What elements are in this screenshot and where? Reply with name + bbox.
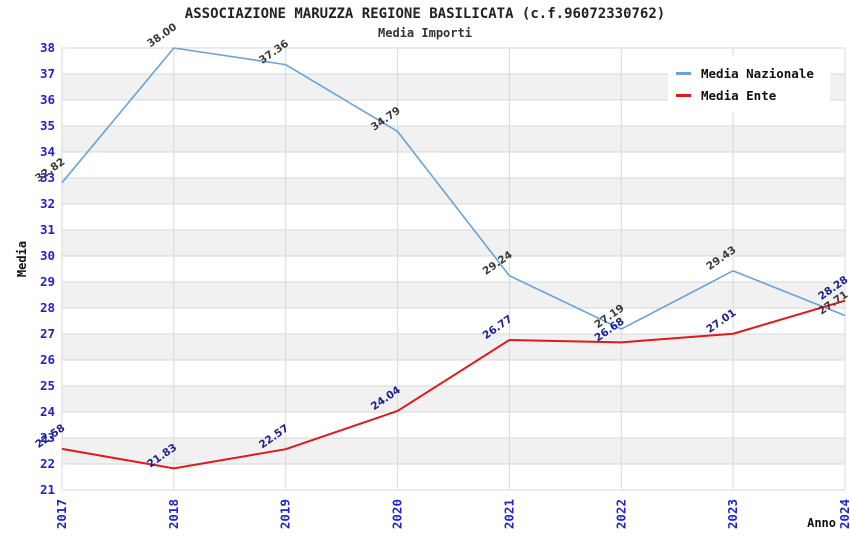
plot-band bbox=[62, 334, 845, 360]
x-tick-label: 2023 bbox=[725, 499, 740, 529]
y-tick-label: 36 bbox=[40, 92, 55, 107]
legend: Media Nazionale Media Ente bbox=[668, 56, 830, 112]
chart-title: ASSOCIAZIONE MARUZZA REGIONE BASILICATA … bbox=[184, 6, 666, 22]
point-value-label: 38.00 bbox=[145, 21, 179, 50]
y-tick-label: 26 bbox=[40, 352, 55, 367]
y-tick-label: 22 bbox=[40, 456, 55, 471]
y-tick-label: 32 bbox=[40, 196, 55, 211]
legend-item-media-ente: Media Ente bbox=[676, 88, 822, 103]
y-tick-label: 29 bbox=[40, 274, 55, 289]
x-tick-label: 2021 bbox=[501, 499, 516, 529]
y-tick-label: 34 bbox=[40, 144, 55, 159]
y-tick-label: 31 bbox=[40, 222, 55, 237]
plot-band bbox=[62, 438, 845, 464]
y-tick-label: 35 bbox=[40, 118, 55, 133]
x-tick-label: 2018 bbox=[166, 499, 181, 529]
legend-swatch-ente-icon bbox=[676, 94, 691, 97]
y-tick-label: 37 bbox=[40, 66, 55, 81]
x-axis-title: Anno bbox=[807, 516, 836, 530]
x-tick-label: 2017 bbox=[54, 499, 69, 529]
plot-band bbox=[62, 386, 845, 412]
y-tick-label: 33 bbox=[40, 170, 55, 185]
legend-swatch-nazionale-icon bbox=[676, 72, 691, 75]
plot-band bbox=[62, 230, 845, 256]
plot-band bbox=[62, 178, 845, 204]
chart-subtitle: Media Importi bbox=[378, 26, 472, 40]
legend-label-media-ente: Media Ente bbox=[701, 88, 777, 103]
x-tick-label: 2020 bbox=[390, 499, 405, 529]
plot-band bbox=[62, 126, 845, 152]
y-tick-label: 25 bbox=[40, 378, 55, 393]
y-axis-title: Media bbox=[15, 240, 29, 278]
y-tick-label: 24 bbox=[40, 404, 55, 419]
legend-label-media-nazionale: Media Nazionale bbox=[701, 66, 814, 81]
x-tick-label: 2019 bbox=[278, 499, 293, 529]
x-tick-label: 2022 bbox=[613, 499, 628, 529]
y-tick-label: 21 bbox=[40, 482, 55, 497]
y-tick-label: 27 bbox=[40, 326, 55, 341]
y-tick-label: 28 bbox=[40, 300, 55, 315]
y-tick-label: 30 bbox=[40, 248, 55, 263]
y-tick-label: 23 bbox=[40, 430, 55, 445]
plot-band bbox=[62, 282, 845, 308]
x-tick-label: 2024 bbox=[837, 499, 850, 529]
legend-item-media-nazionale: Media Nazionale bbox=[676, 66, 822, 81]
series-line-media-nazionale bbox=[61, 47, 846, 330]
series-line-media-ente bbox=[61, 299, 846, 470]
y-tick-label: 38 bbox=[40, 40, 55, 55]
